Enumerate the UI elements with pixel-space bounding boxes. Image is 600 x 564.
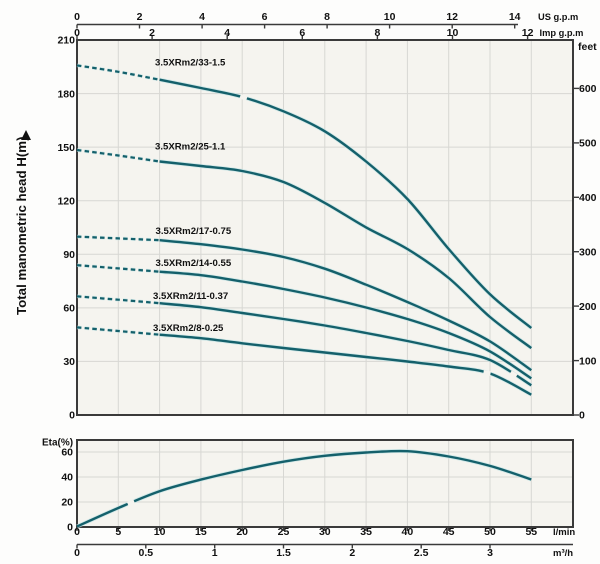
svg-text:200: 200 [579,301,597,313]
svg-text:30: 30 [63,356,75,368]
svg-text:0: 0 [74,526,80,538]
svg-text:40: 40 [61,472,73,484]
svg-text:400: 400 [579,192,597,204]
svg-text:3.5XRm2/33-1.5: 3.5XRm2/33-1.5 [155,58,226,69]
svg-text:40: 40 [402,526,414,538]
svg-text:3.5XRm2/25-1.1: 3.5XRm2/25-1.1 [155,142,226,153]
svg-text:0: 0 [74,11,80,23]
svg-text:120: 120 [57,195,75,207]
svg-text:0: 0 [67,522,73,534]
svg-text:30: 30 [319,526,331,538]
svg-text:8: 8 [374,27,380,39]
svg-text:60: 60 [61,447,73,459]
svg-text:25: 25 [278,526,290,538]
svg-text:Imp g.p.m: Imp g.p.m [540,28,584,38]
svg-text:Eta(%): Eta(%) [42,438,73,449]
svg-text:0: 0 [74,27,80,39]
svg-text:1.5: 1.5 [276,547,291,559]
svg-text:600: 600 [579,83,597,95]
svg-text:50: 50 [484,526,496,538]
svg-text:2: 2 [137,11,143,23]
svg-text:14: 14 [509,11,521,23]
svg-text:6: 6 [299,27,305,39]
svg-text:60: 60 [63,303,75,315]
svg-text:10: 10 [447,27,459,39]
svg-text:4: 4 [224,27,230,39]
svg-text:5: 5 [115,526,121,538]
svg-text:8: 8 [324,11,330,23]
svg-text:l/min: l/min [553,527,575,538]
svg-text:3.5XRm2/8-0.25: 3.5XRm2/8-0.25 [153,323,224,334]
svg-text:100: 100 [579,355,597,367]
svg-text:45: 45 [443,526,455,538]
svg-text:20: 20 [236,526,248,538]
svg-text:3.5XRm2/17-0.75: 3.5XRm2/17-0.75 [156,226,232,237]
svg-text:90: 90 [63,249,75,261]
svg-text:180: 180 [57,88,75,100]
svg-text:1: 1 [212,547,218,559]
svg-text:0: 0 [69,410,75,422]
svg-text:210: 210 [57,35,75,47]
svg-text:2: 2 [349,547,355,559]
svg-text:4: 4 [199,11,205,23]
svg-text:12: 12 [446,11,458,23]
svg-text:2: 2 [149,27,155,39]
svg-text:150: 150 [57,142,75,154]
svg-text:0: 0 [579,410,585,422]
svg-text:6: 6 [262,11,268,23]
svg-text:2.5: 2.5 [414,547,429,559]
svg-text:Total manometric head H(m): Total manometric head H(m) [14,136,29,315]
svg-text:m³/h: m³/h [553,548,573,559]
svg-text:3: 3 [487,547,493,559]
svg-text:10: 10 [154,526,166,538]
svg-text:0.5: 0.5 [138,547,153,559]
svg-text:3.5XRm2/14-0.55: 3.5XRm2/14-0.55 [156,258,232,269]
svg-text:3.5XRm2/11-0.37: 3.5XRm2/11-0.37 [153,291,228,302]
svg-text:10: 10 [384,11,396,23]
svg-text:20: 20 [61,497,73,509]
svg-text:500: 500 [579,138,597,150]
svg-text:12: 12 [522,27,534,39]
svg-text:35: 35 [360,526,372,538]
svg-text:feet: feet [578,41,597,53]
svg-text:300: 300 [579,246,597,258]
svg-text:US g.p.m: US g.p.m [538,12,578,22]
svg-text:0: 0 [74,547,80,559]
svg-text:15: 15 [195,526,207,538]
svg-text:55: 55 [525,526,537,538]
